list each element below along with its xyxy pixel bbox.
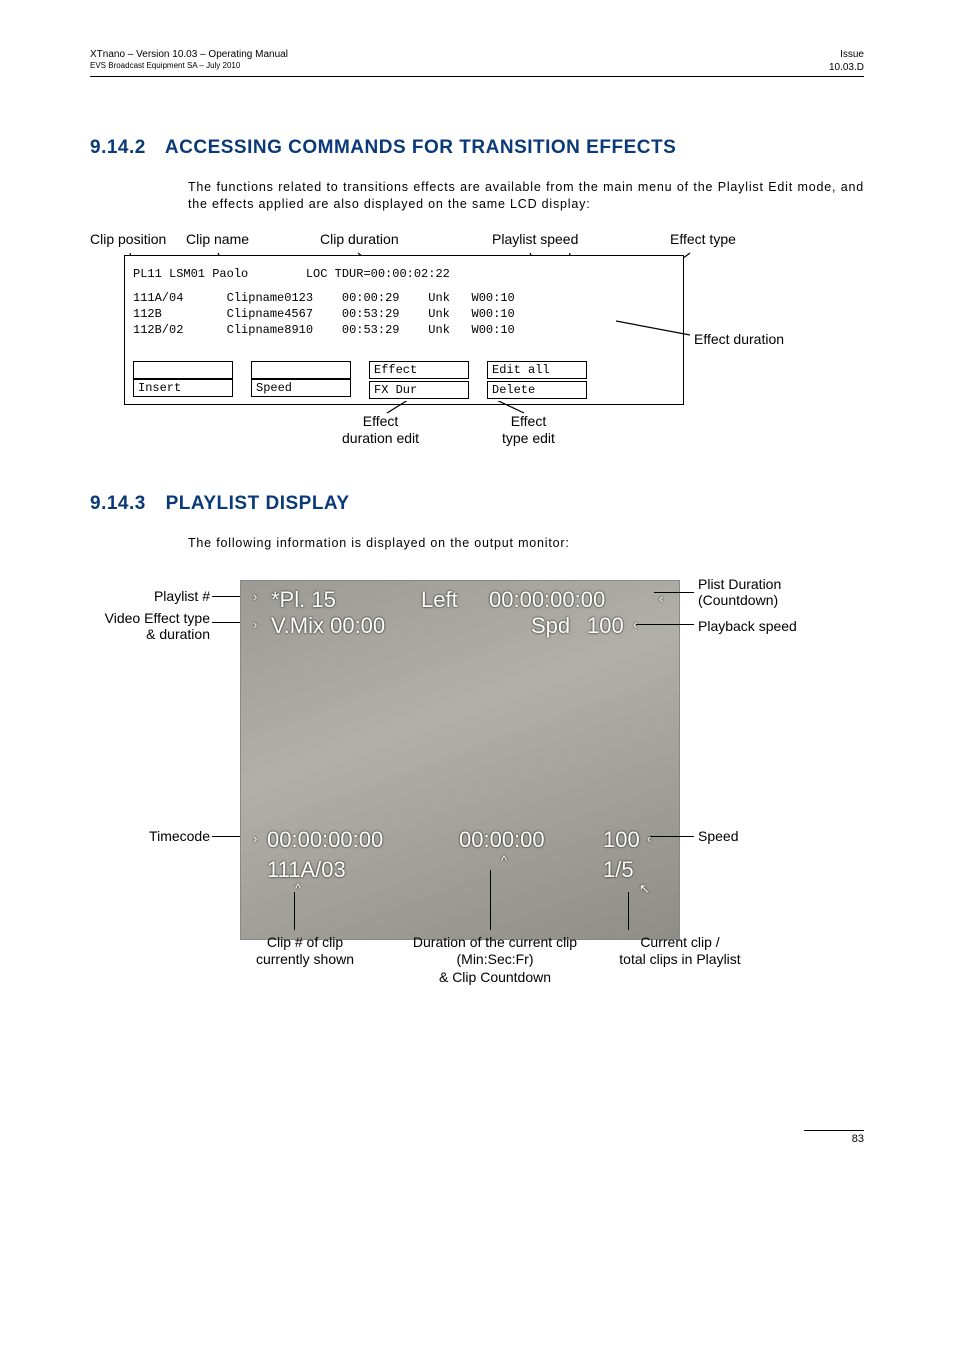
osd-arrow-3: › <box>253 831 257 846</box>
label-clip-shown: Clip # of clip currently shown <box>240 934 370 969</box>
osd-spd-label: Spd <box>531 613 570 639</box>
page-header: XTnano – Version 10.03 – Operating Manua… <box>90 48 864 77</box>
caret-3: ↖ <box>639 881 650 897</box>
label-playlist-speed: Playlist speed <box>492 231 578 247</box>
cell: 00:53:29 <box>342 307 400 321</box>
cell: Clipname8910 <box>227 323 313 337</box>
section-title-1: ACCESSING COMMANDS FOR TRANSITION EFFECT… <box>165 137 676 158</box>
lcd-btn-empty-2 <box>251 361 351 379</box>
lcd-button-row: Insert Speed Effect FX Dur Edit all Dele… <box>133 361 675 399</box>
cell: 112B/02 <box>133 323 183 337</box>
osd-timecode: 00:00:00:00 <box>267 827 383 853</box>
lcd-title-row: PL11 LSM01 Paolo LOC TDUR=00:00:02:22 <box>133 266 675 282</box>
osd-left-tc: 00:00:00:00 <box>489 587 605 613</box>
delete-button[interactable]: Delete <box>487 381 587 399</box>
cell: Clipname4567 <box>227 307 313 321</box>
label-video-effect: Video Effect type & duration <box>90 610 210 644</box>
cell: W00:10 <box>472 323 515 337</box>
caret-1: ^ <box>295 881 301 896</box>
osd-arrow-2: › <box>253 617 257 632</box>
osd-count: 1/5 <box>603 857 634 883</box>
header-subtitle: EVS Broadcast Equipment SA – July 2010 <box>90 61 288 71</box>
cell: 111A/04 <box>133 291 183 305</box>
section-num-1: 9.14.2 <box>90 137 146 159</box>
lcd-data-row-0: 111A/04 Clipname0123 00:00:29 Unk W00:10 <box>133 290 675 306</box>
label-timecode: Timecode <box>90 828 210 844</box>
label-clip-duration: Clip duration <box>320 231 399 247</box>
osd-speed-val: 100 <box>603 827 640 853</box>
cell: Unk <box>428 291 450 305</box>
lcd-screen: PL11 LSM01 Paolo LOC TDUR=00:00:02:22 11… <box>124 255 684 405</box>
lcd-top-labels: Clip position Clip name Clip duration Pl… <box>90 231 864 255</box>
osd-clip: 111A/03 <box>267 857 346 883</box>
header-title: XTnano – Version 10.03 – Operating Manua… <box>90 48 288 61</box>
section-title-2: PLAYLIST DISPLAY <box>166 493 350 514</box>
label-effect-type: Effect type <box>670 231 736 247</box>
cell: 00:53:29 <box>342 323 400 337</box>
osd-playlist: *Pl. 15 <box>271 587 336 613</box>
monitor-screen: › *Pl. 15 Left 00:00:00:00 ‹ › V.Mix 00:… <box>240 580 680 940</box>
osd-arrow-left-1: ‹ <box>659 591 663 606</box>
caret-2: ^ <box>501 853 507 868</box>
lcd-data-row-2: 112B/02 Clipname8910 00:53:29 Unk W00:10 <box>133 322 675 338</box>
cell: 00:00:29 <box>342 291 400 305</box>
cell: Unk <box>428 307 450 321</box>
label-playback-speed: Playback speed <box>698 618 797 634</box>
osd-vmix: V.Mix 00:00 <box>271 613 385 639</box>
cell: Clipname0123 <box>227 291 313 305</box>
label-speed: Speed <box>698 828 738 844</box>
header-right: Issue 10.03.D <box>829 48 864 74</box>
insert-button[interactable]: Insert <box>133 379 233 397</box>
section-heading-2: 9.14.3 PLAYLIST DISPLAY <box>90 493 864 515</box>
section2-body: The following information is displayed o… <box>188 535 864 552</box>
osd-duration: 00:00:00 <box>459 827 545 853</box>
label-clip-name: Clip name <box>186 231 249 247</box>
lcd-btn-empty-1 <box>133 361 233 379</box>
label-duration-current: Duration of the current clip (Min:Sec:Fr… <box>400 934 590 987</box>
cell: Unk <box>428 323 450 337</box>
lcd-diagram: Clip position Clip name Clip duration Pl… <box>90 231 864 453</box>
text: Effect type edit <box>502 413 555 447</box>
section-heading-1: 9.14.2 ACCESSING COMMANDS FOR TRANSITION… <box>90 137 864 159</box>
osd-arrow-left-3: ‹ <box>647 831 651 846</box>
section1-body: The functions related to transitions eff… <box>188 179 864 213</box>
label-fx-duration-edit: Effect duration edit <box>342 413 419 448</box>
cell: W00:10 <box>472 291 515 305</box>
lcd-data-row-1: 112B Clipname4567 00:53:29 Unk W00:10 <box>133 306 675 322</box>
label-current-total: Current clip / total clips in Playlist <box>600 934 760 969</box>
cell: 112B <box>133 307 162 321</box>
header-version: 10.03.D <box>829 61 864 74</box>
cell: W00:10 <box>472 307 515 321</box>
label-plist-duration: Plist Duration (Countdown) <box>698 576 781 610</box>
osd-arrow-1: › <box>253 589 257 604</box>
section-num-2: 9.14.3 <box>90 493 146 515</box>
edit-all-button[interactable]: Edit all <box>487 361 587 379</box>
effect-button[interactable]: Effect <box>369 361 469 379</box>
speed-button[interactable]: Speed <box>251 379 351 397</box>
monitor-diagram: Playlist # Video Effect type & duration … <box>90 570 830 1010</box>
page-number: 83 <box>804 1130 864 1145</box>
osd-left-label: Left <box>421 587 458 613</box>
header-left: XTnano – Version 10.03 – Operating Manua… <box>90 48 288 74</box>
text: Effect duration edit <box>342 413 419 447</box>
lcd-below-labels: Effect duration edit Effect type edit <box>124 405 684 453</box>
osd-spd-val: 100 <box>587 613 624 639</box>
label-playlist-num: Playlist # <box>90 588 210 604</box>
fx-dur-button[interactable]: FX Dur <box>369 381 469 399</box>
label-fx-type-edit: Effect type edit <box>502 413 555 448</box>
label-clip-position: Clip position <box>90 231 166 247</box>
header-issue: Issue <box>829 48 864 61</box>
label-effect-duration: Effect duration <box>694 331 784 347</box>
